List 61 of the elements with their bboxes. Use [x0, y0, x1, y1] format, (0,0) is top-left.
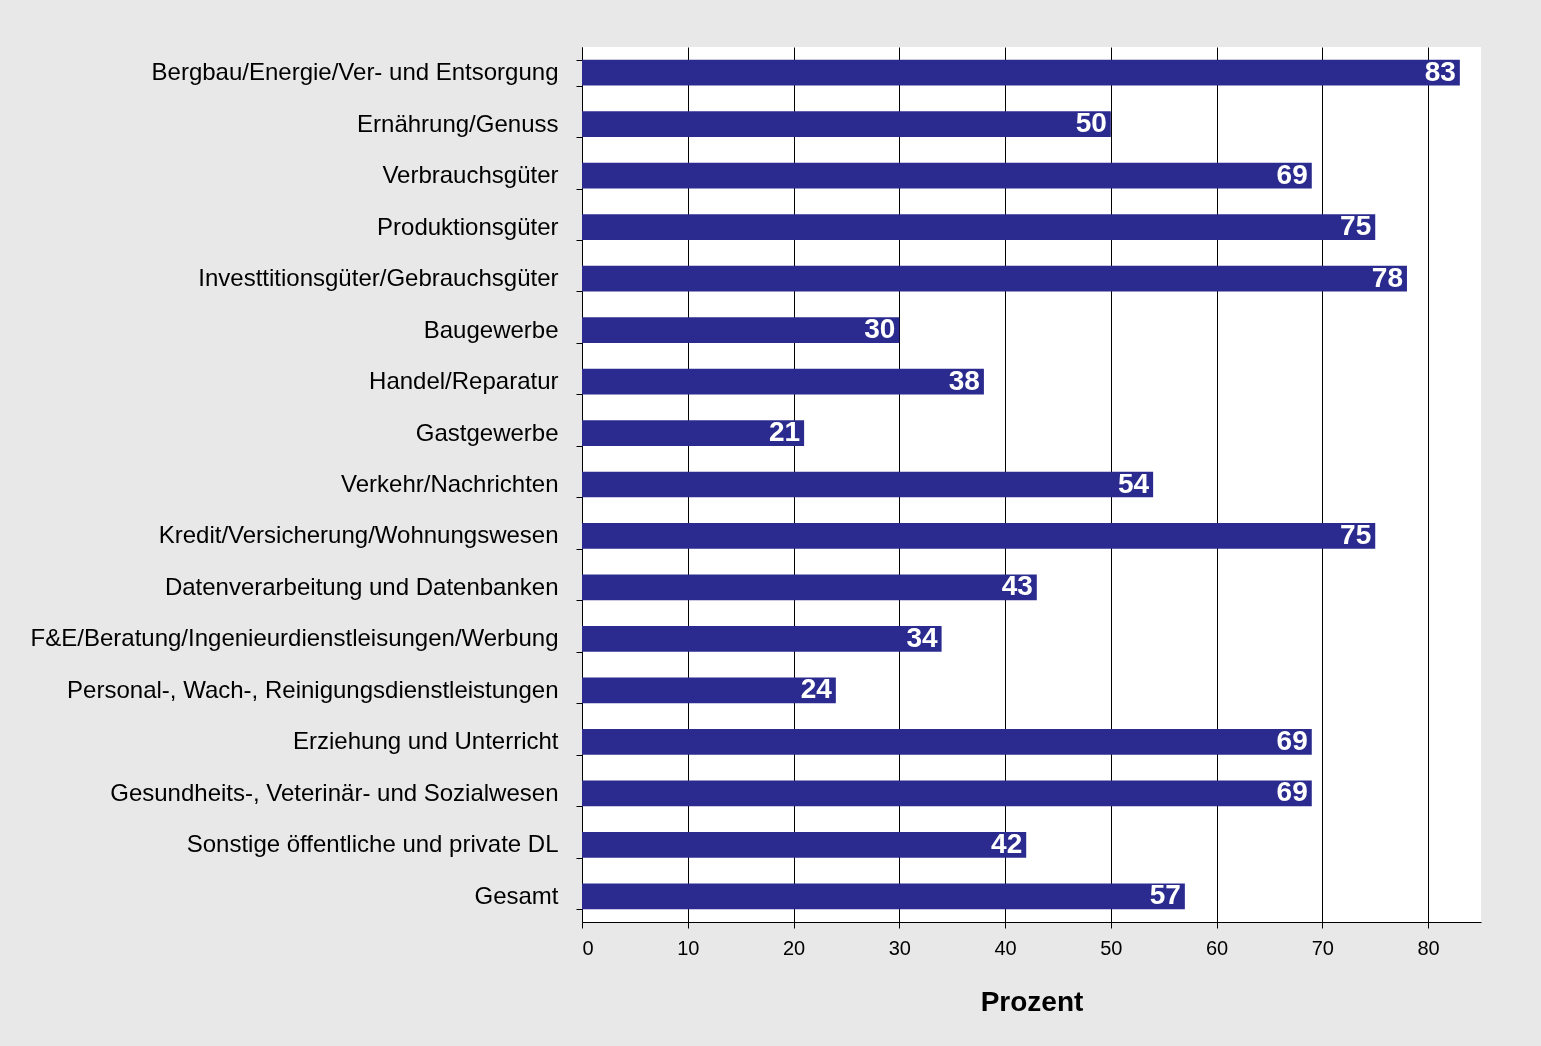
- data-label: 34: [906, 621, 939, 653]
- bar: [582, 780, 1312, 807]
- y-tick-label: Sonstige öffentliche und private DL: [186, 830, 559, 858]
- bar: [582, 111, 1111, 138]
- data-label: 38: [948, 364, 980, 396]
- x-tick-label: 30: [888, 936, 911, 959]
- bar: [582, 265, 1407, 292]
- bar: [582, 883, 1185, 910]
- y-tick-label: Ernährung/Genuss: [357, 109, 559, 137]
- data-label: 30: [864, 313, 896, 345]
- y-tick-label: Baugewerbe: [423, 315, 559, 343]
- data-label: 75: [1340, 210, 1372, 242]
- y-tick-label: Verbrauchsgüter: [382, 161, 559, 189]
- bar: [582, 728, 1312, 755]
- data-label: 69: [1276, 158, 1308, 190]
- x-tick-label: 10: [677, 936, 700, 959]
- data-label: 42: [991, 827, 1023, 859]
- y-tick-label: Personal-, Wach-, Reinigungsdienstleistungen: [67, 675, 559, 703]
- x-tick-label: 50: [1100, 936, 1123, 959]
- bar: [582, 471, 1154, 498]
- x-axis-title: Prozent: [980, 985, 1084, 1017]
- bar: [582, 368, 984, 395]
- bar: [582, 214, 1376, 241]
- x-tick-label: 40: [994, 936, 1017, 959]
- x-tick-label: 0: [582, 936, 594, 959]
- y-tick-label: Erziehung und Unterricht: [293, 727, 559, 755]
- bar: [582, 574, 1037, 601]
- bar: [582, 677, 836, 704]
- bar: [582, 626, 942, 652]
- data-label: 69: [1276, 776, 1308, 808]
- x-tick-label: 60: [1205, 936, 1229, 959]
- y-tick-label: F&E/Beratung/Ingenieurdienstleisungen/Werbung: [30, 624, 559, 652]
- data-label: 24: [800, 673, 833, 705]
- x-tick-label: 70: [1311, 936, 1334, 959]
- data-label: 57: [1149, 879, 1181, 911]
- data-label: 54: [1117, 467, 1150, 499]
- bar: [582, 317, 900, 343]
- data-label: 21: [768, 416, 801, 448]
- y-tick-label: Bergbau/Energie/Ver- und Entsorgung: [151, 58, 559, 86]
- x-tick-label: 80: [1417, 936, 1440, 959]
- bar: [582, 831, 1027, 858]
- y-tick-label: Produktionsgüter: [377, 212, 559, 240]
- y-tick-label: Gastgewerbe: [415, 418, 559, 446]
- bar: [582, 59, 1460, 86]
- data-label: 75: [1340, 518, 1372, 550]
- data-label: 69: [1276, 724, 1308, 756]
- data-label: 83: [1424, 55, 1456, 87]
- bar: [582, 523, 1376, 549]
- y-tick-label: Gesamt: [474, 881, 559, 909]
- y-tick-label: Gesundheits-, Veterinär- und Sozialwesen: [110, 778, 559, 806]
- y-tick-label: Datenverarbeitung und Datenbanken: [164, 572, 559, 600]
- y-tick-label: Verkehr/Nachrichten: [341, 470, 559, 497]
- y-tick-label: Kredit/Versicherung/Wohnungswesen: [158, 521, 559, 549]
- y-tick-label: Investtitionsgüter/Gebrauchsgüter: [198, 264, 559, 292]
- x-tick-label: 20: [782, 936, 806, 959]
- bar: [582, 162, 1312, 189]
- data-label: 50: [1075, 107, 1107, 139]
- bar: [582, 420, 805, 446]
- y-tick-label: Handel/Reparatur: [369, 367, 559, 395]
- data-label: 78: [1371, 261, 1403, 293]
- data-label: 43: [1001, 570, 1033, 602]
